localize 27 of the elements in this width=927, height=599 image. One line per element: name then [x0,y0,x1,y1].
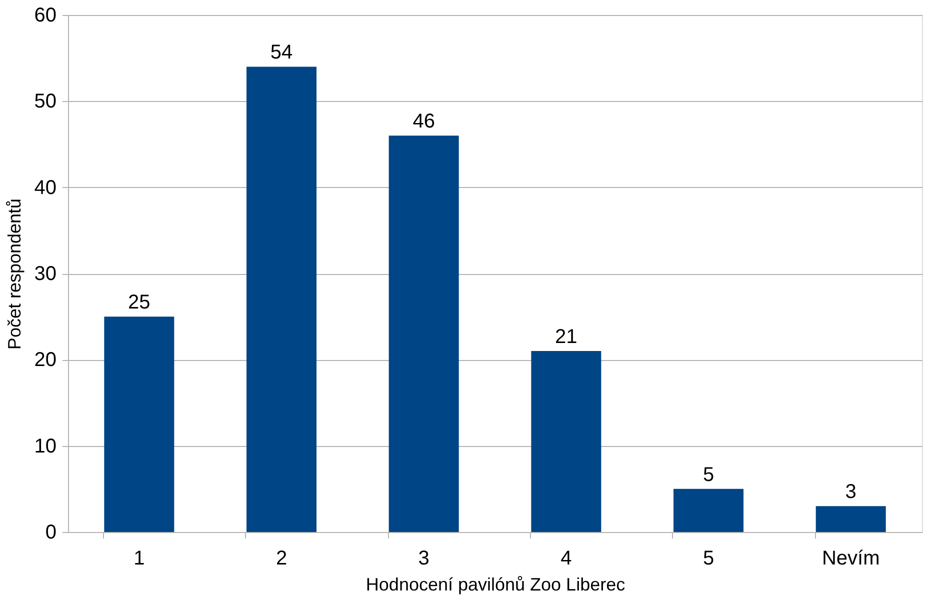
bar [246,66,316,532]
data-label: 46 [412,110,435,133]
data-label: 21 [555,326,578,348]
data-label: 3 [845,481,856,504]
y-tick-label: 30 [34,263,56,285]
bar [531,351,602,532]
x-tick-label: Nevím [822,548,880,570]
x-axis-title: Hodnocení pavilónů Zoo Liberec [366,574,626,594]
bar [674,488,744,532]
data-label: 5 [702,464,714,486]
x-tick-label: 5 [702,548,714,570]
x-tick-label: 2 [276,548,288,570]
y-tick-label: 40 [34,176,56,199]
y-tick-label: 20 [34,349,56,372]
bar [816,506,886,532]
y-axis-title: Počet respondentů [4,198,24,350]
x-tick-label: 1 [134,548,145,570]
bar [104,316,174,532]
data-label: 25 [128,292,150,314]
y-tick-label: 10 [34,435,56,458]
data-label: 54 [270,42,293,64]
y-tick-label: 60 [34,4,56,26]
bar [388,136,459,532]
x-tick-label: 4 [560,548,572,570]
x-tick-label: 3 [418,548,430,570]
y-tick-label: 0 [45,522,56,544]
y-tick-label: 50 [34,90,56,113]
